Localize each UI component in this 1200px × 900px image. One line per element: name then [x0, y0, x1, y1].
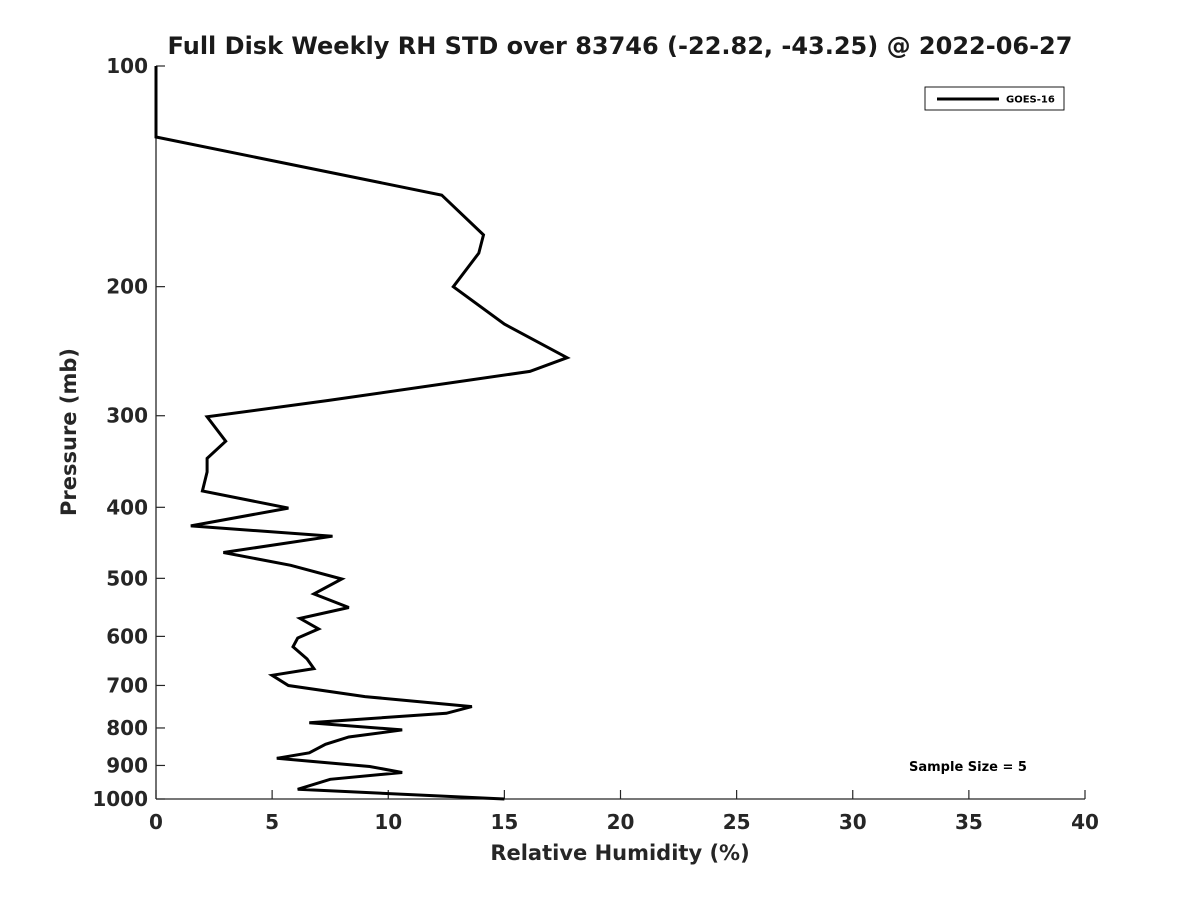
y-tick-label: 1000 [92, 787, 148, 811]
sample-size-annotation: Sample Size = 5 [909, 760, 1027, 775]
y-tick-label: 200 [106, 275, 148, 299]
y-tick-label: 300 [106, 404, 148, 428]
legend: GOES-16 [924, 86, 1065, 111]
legend-label-goes-16: GOES-16 [1006, 95, 1055, 106]
plot-area: 0 5 10 15 20 25 30 35 40 100 200 300 400 500 600 700 80… [92, 54, 1099, 834]
x-tick-label: 5 [265, 810, 279, 834]
x-tick-label: 30 [839, 810, 867, 834]
x-tick-label: 20 [607, 810, 635, 834]
x-tick-label: 0 [149, 810, 163, 834]
x-axis-label: Relative Humidity (%) [490, 841, 749, 865]
chart-title: Full Disk Weekly RH STD over 83746 (-22.… [168, 32, 1073, 60]
y-tick-label: 400 [106, 495, 148, 519]
y-tick-label: 500 [106, 566, 148, 590]
x-tick-label: 40 [1071, 810, 1099, 834]
x-tick-label: 35 [955, 810, 983, 834]
y-axis-label: Pressure (mb) [57, 348, 81, 516]
series-line-goes-16 [154, 66, 571, 801]
series-layer [154, 66, 571, 801]
y-tick-label: 100 [106, 54, 148, 78]
y-tick-label: 600 [106, 624, 148, 648]
y-ticks: 100 200 300 400 500 600 700 800 900 1000 [92, 54, 165, 811]
x-tick-label: 10 [374, 810, 402, 834]
x-tick-label: 25 [723, 810, 751, 834]
x-tick-label: 15 [490, 810, 518, 834]
x-ticks: 0 5 10 15 20 25 30 35 40 [149, 790, 1099, 834]
y-tick-label: 800 [106, 716, 148, 740]
y-tick-label: 900 [106, 753, 148, 777]
y-tick-label: 700 [106, 673, 148, 697]
